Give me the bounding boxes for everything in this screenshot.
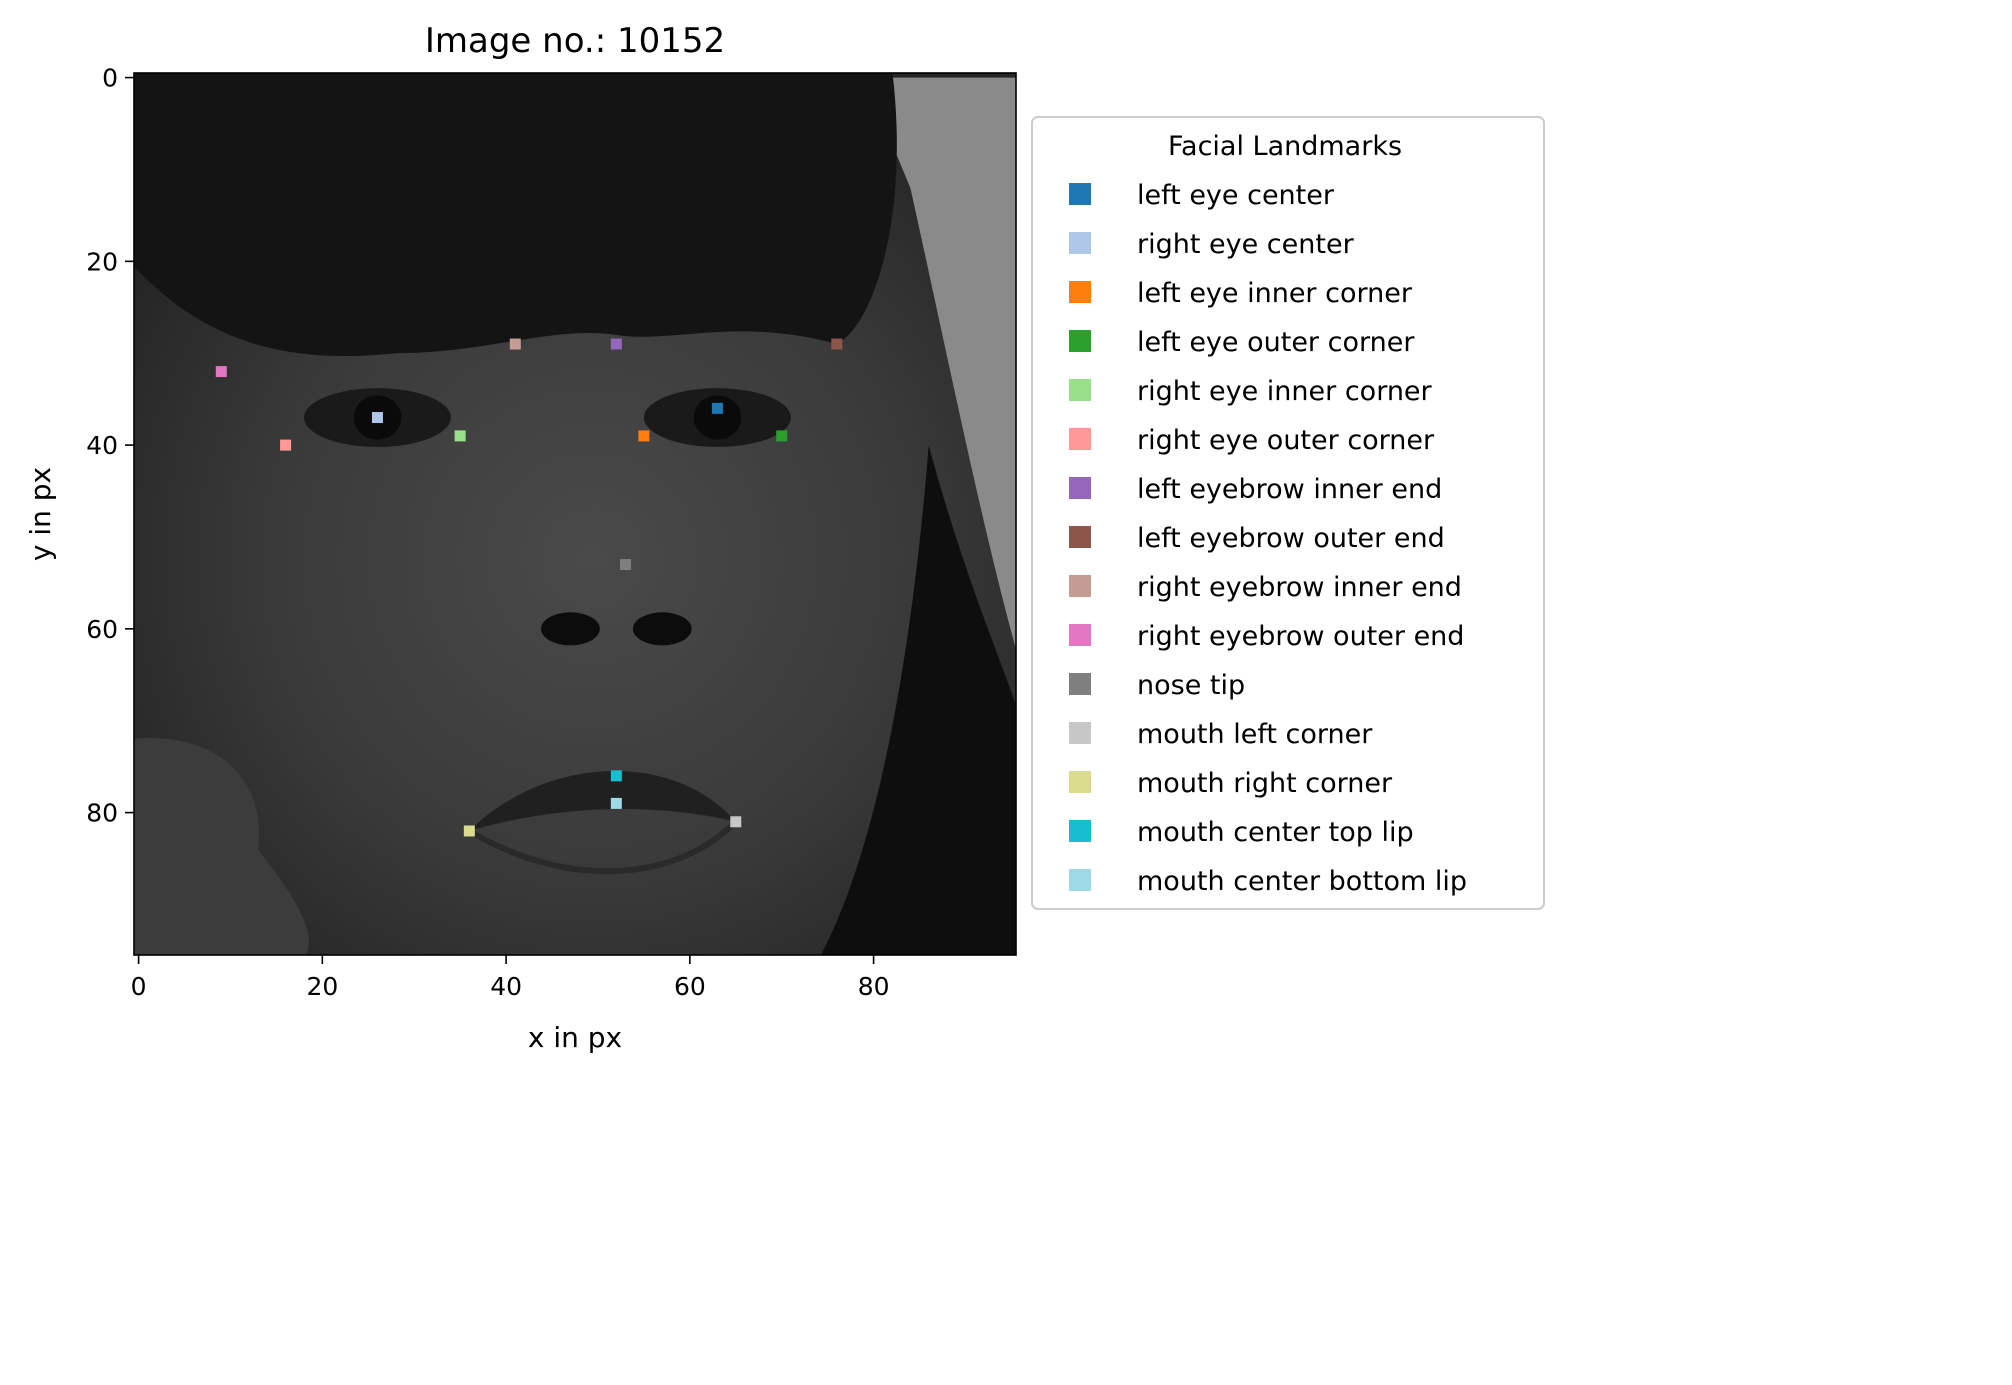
plot-frame xyxy=(133,72,1017,956)
legend-swatch xyxy=(1069,820,1091,842)
x-tick-label: 0 xyxy=(131,972,147,1001)
landmark-point xyxy=(280,439,292,451)
legend-label: left eye center xyxy=(1137,180,1335,211)
y-tick-label: 0 xyxy=(102,64,118,93)
legend-swatch xyxy=(1069,428,1091,450)
legend-swatch xyxy=(1069,526,1091,548)
landmark-point xyxy=(776,430,788,442)
chart-title: Image no.: 10152 xyxy=(425,21,725,61)
y-tick-label: 80 xyxy=(86,799,118,828)
y-tick-label: 60 xyxy=(86,615,118,644)
chart-figure: Image no.: 10152 0 20 40 60 80 0 20 40 60 80 x i… xyxy=(24,21,1545,1054)
legend-label: mouth center bottom lip xyxy=(1137,866,1467,897)
legend-label: left eyebrow outer end xyxy=(1137,523,1445,554)
x-tick-label: 40 xyxy=(490,972,522,1001)
landmark-point xyxy=(463,825,475,837)
legend-label: right eye center xyxy=(1137,229,1355,260)
x-axis-ticks: 0 20 40 60 80 xyxy=(131,955,890,1001)
y-tick-label: 40 xyxy=(86,431,118,460)
legend-label: right eyebrow outer end xyxy=(1137,621,1464,652)
landmark-markers xyxy=(215,338,843,837)
y-axis-ticks: 0 20 40 60 80 xyxy=(86,64,134,828)
legend-swatch xyxy=(1069,722,1091,744)
legend-label: nose tip xyxy=(1137,670,1245,701)
legend-label: left eyebrow inner end xyxy=(1137,474,1442,505)
legend-swatch xyxy=(1069,477,1091,499)
landmark-point xyxy=(831,338,843,350)
legend-swatch xyxy=(1069,379,1091,401)
x-tick-label: 20 xyxy=(306,972,338,1001)
y-axis-label: y in px xyxy=(24,467,57,561)
legend-label: mouth center top lip xyxy=(1137,817,1414,848)
x-tick-label: 60 xyxy=(674,972,706,1001)
landmark-point xyxy=(638,430,650,442)
landmark-point xyxy=(711,402,723,414)
landmark-point xyxy=(730,816,742,828)
legend: Facial Landmarks left eye center right ey… xyxy=(1031,116,1545,910)
legend-swatch xyxy=(1069,575,1091,597)
legend-label: right eye inner corner xyxy=(1137,376,1433,407)
landmark-point xyxy=(610,338,622,350)
legend-label: right eyebrow inner end xyxy=(1137,572,1462,603)
legend-swatch xyxy=(1069,869,1091,891)
legend-swatch xyxy=(1069,232,1091,254)
landmark-point xyxy=(610,797,622,809)
legend-swatch xyxy=(1069,771,1091,793)
landmark-point xyxy=(371,412,383,424)
legend-swatch xyxy=(1069,624,1091,646)
landmark-point xyxy=(620,559,632,571)
face-photo-background xyxy=(134,73,1016,955)
x-tick-label: 80 xyxy=(858,972,890,1001)
legend-label: mouth right corner xyxy=(1137,768,1393,799)
landmark-point xyxy=(215,366,227,378)
legend-swatch xyxy=(1069,330,1091,352)
landmark-point xyxy=(454,430,466,442)
legend-box xyxy=(1031,116,1545,910)
legend-title: Facial Landmarks xyxy=(1168,131,1402,162)
landmark-point xyxy=(509,338,521,350)
legend-label: left eye inner corner xyxy=(1137,278,1413,309)
y-tick-label: 20 xyxy=(86,247,118,276)
x-axis-label: x in px xyxy=(528,1021,622,1054)
legend-swatch xyxy=(1069,673,1091,695)
legend-label: mouth left corner xyxy=(1137,719,1373,750)
legend-swatch xyxy=(1069,183,1091,205)
legend-label: right eye outer corner xyxy=(1137,425,1435,456)
landmark-point xyxy=(610,770,622,782)
legend-label: left eye outer corner xyxy=(1137,327,1415,358)
legend-swatch xyxy=(1069,281,1091,303)
